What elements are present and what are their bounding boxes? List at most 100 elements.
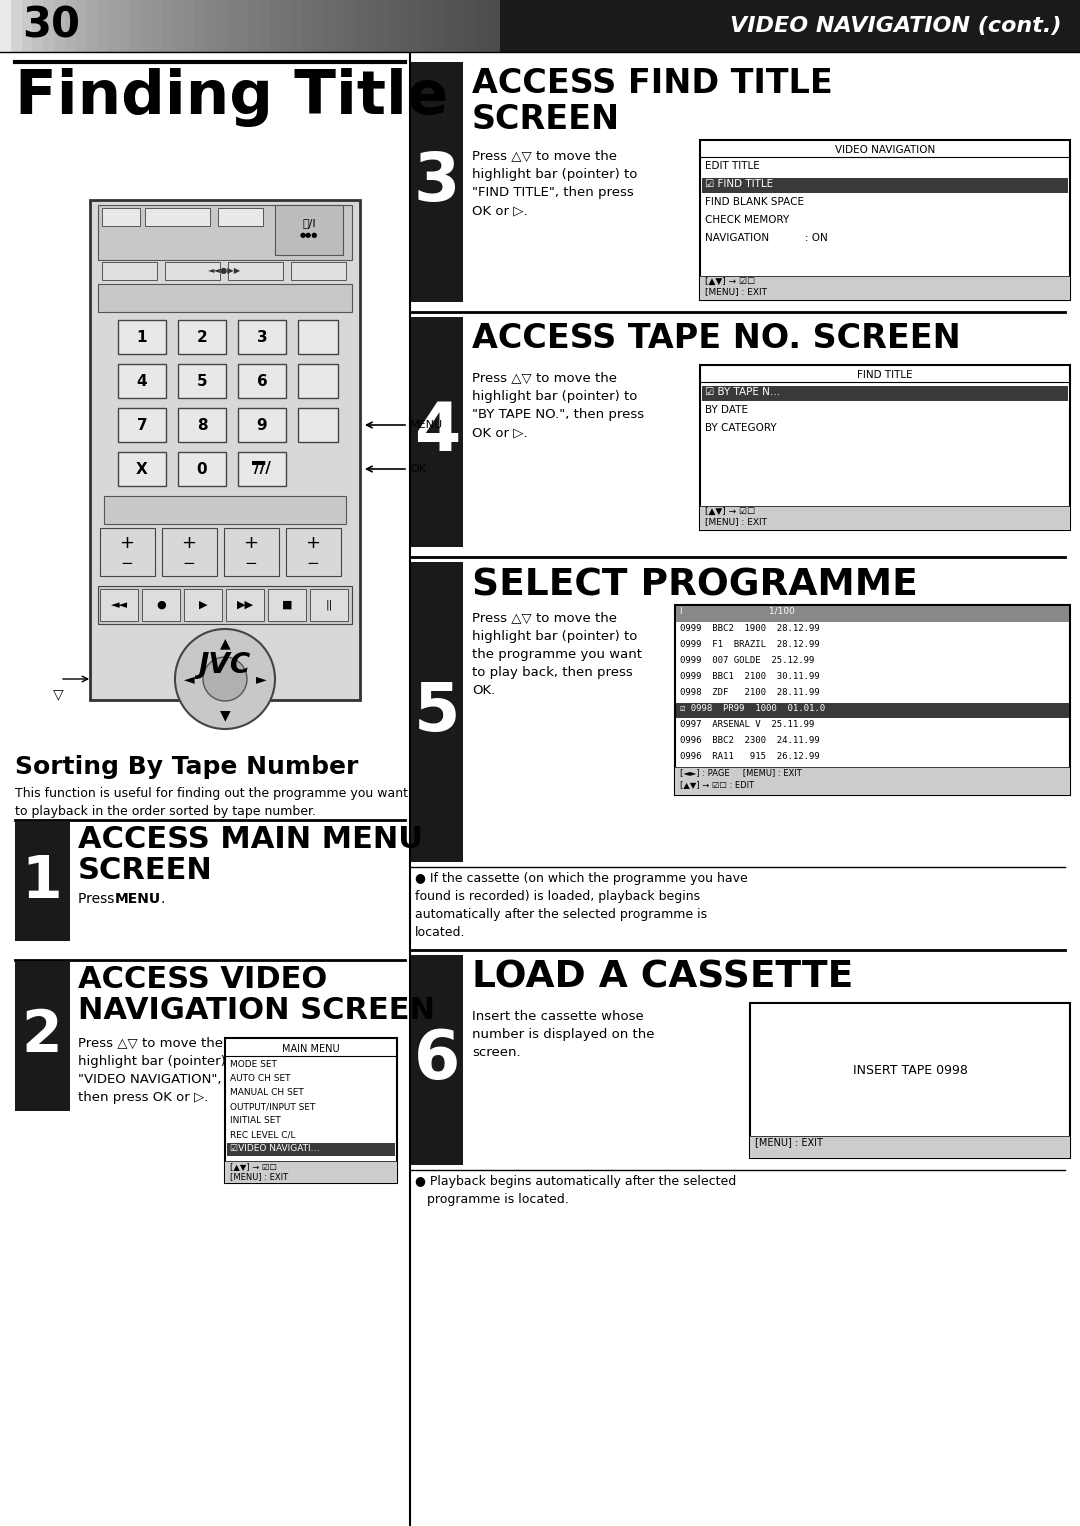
Circle shape — [203, 658, 247, 700]
Bar — [767, 0, 780, 52]
Text: [◄►] : PAGE     [MEMU] : EXIT: [◄►] : PAGE [MEMU] : EXIT — [680, 768, 801, 777]
Text: INITIAL SET: INITIAL SET — [230, 1116, 281, 1125]
Bar — [702, 179, 1068, 192]
Text: ☑VIDEO NAVIGATI…: ☑VIDEO NAVIGATI… — [230, 1144, 320, 1154]
Text: VIDEO NAVIGATION (cont.): VIDEO NAVIGATION (cont.) — [730, 15, 1062, 37]
Text: +: + — [181, 534, 197, 552]
Text: SELECT PROGRAMME: SELECT PROGRAMME — [472, 568, 918, 603]
Text: −: − — [183, 557, 195, 572]
Bar — [324, 0, 337, 52]
Bar — [907, 0, 920, 52]
Text: 1: 1 — [22, 853, 63, 909]
Bar — [298, 365, 338, 398]
Text: [MENU] : EXIT: [MENU] : EXIT — [705, 287, 767, 296]
Bar — [875, 0, 888, 52]
Bar — [551, 0, 564, 52]
Bar — [411, 317, 463, 546]
Bar — [298, 407, 338, 443]
Text: 3: 3 — [414, 150, 460, 215]
Text: 0996  RA11   915  26.12.99: 0996 RA11 915 26.12.99 — [680, 752, 820, 761]
Bar — [745, 0, 758, 52]
Text: ACCESS FIND TITLE
SCREEN: ACCESS FIND TITLE SCREEN — [472, 67, 833, 136]
Text: +: + — [306, 534, 321, 552]
Bar — [734, 0, 747, 52]
Bar — [500, 0, 1080, 52]
Text: +: + — [120, 534, 135, 552]
Bar — [750, 1003, 1070, 1158]
Bar — [228, 262, 283, 279]
Bar — [432, 0, 445, 52]
Bar — [226, 589, 264, 621]
Bar — [205, 0, 218, 52]
Text: [MENU] : EXIT: [MENU] : EXIT — [755, 1137, 823, 1148]
Text: ●: ● — [157, 600, 166, 610]
Bar — [178, 320, 226, 354]
Bar — [238, 407, 286, 443]
Text: 2: 2 — [22, 1007, 63, 1065]
Bar — [475, 0, 488, 52]
Bar — [1026, 0, 1039, 52]
Bar — [65, 0, 78, 52]
Bar — [788, 0, 801, 52]
Bar — [378, 0, 391, 52]
Bar — [356, 0, 369, 52]
Bar — [950, 0, 963, 52]
Text: INSERT TAPE 0998: INSERT TAPE 0998 — [852, 1064, 968, 1076]
Text: OUTPUT/INPUT SET: OUTPUT/INPUT SET — [230, 1102, 315, 1111]
Text: ▼: ▼ — [219, 708, 230, 722]
Bar — [165, 262, 220, 279]
Bar — [151, 0, 164, 52]
Text: I                              1/100: I 1/100 — [680, 607, 795, 617]
Bar — [702, 0, 715, 52]
Text: Insert the cassette whose
number is displayed on the
screen.: Insert the cassette whose number is disp… — [472, 1010, 654, 1059]
Text: /̿/̿/: /̿/̿/ — [254, 461, 270, 476]
Bar — [281, 0, 294, 52]
Bar — [1015, 0, 1028, 52]
Text: FIND TITLE: FIND TITLE — [858, 369, 913, 380]
Text: 0999  F1  BRAZIL  28.12.99: 0999 F1 BRAZIL 28.12.99 — [680, 639, 820, 649]
Text: 5: 5 — [197, 374, 207, 389]
Bar — [238, 320, 286, 354]
Bar — [799, 0, 812, 52]
Bar — [659, 0, 672, 52]
Bar — [411, 63, 463, 302]
Text: ◄: ◄ — [184, 671, 194, 687]
Bar — [540, 0, 553, 52]
Text: MENU: MENU — [410, 420, 443, 430]
Text: ACCESS MAIN MENU
SCREEN: ACCESS MAIN MENU SCREEN — [78, 826, 423, 885]
Bar — [238, 365, 286, 398]
Bar — [810, 0, 823, 52]
Text: 0999  007 GOLDE  25.12.99: 0999 007 GOLDE 25.12.99 — [680, 656, 814, 665]
Text: ▲: ▲ — [219, 636, 230, 650]
Text: .: . — [160, 893, 164, 906]
Text: 4: 4 — [137, 374, 147, 389]
Bar — [11, 0, 24, 52]
Bar — [194, 0, 207, 52]
Bar — [886, 0, 899, 52]
Bar — [1004, 0, 1017, 52]
Bar — [15, 821, 70, 942]
Bar — [410, 0, 423, 52]
Text: 7: 7 — [137, 418, 147, 432]
Bar — [32, 0, 45, 52]
Text: 0999  BBC1  2100  30.11.99: 0999 BBC1 2100 30.11.99 — [680, 671, 820, 681]
Bar — [335, 0, 348, 52]
Text: ●●●: ●●● — [300, 232, 319, 238]
Bar — [248, 0, 261, 52]
Bar — [178, 407, 226, 443]
Bar — [713, 0, 726, 52]
Bar — [108, 0, 121, 52]
Bar — [162, 0, 175, 52]
Text: LOAD A CASSETTE: LOAD A CASSETTE — [472, 960, 853, 996]
Bar — [676, 703, 1069, 719]
Bar — [0, 0, 13, 52]
Text: [▲▼] → ☑☐: [▲▼] → ☑☐ — [230, 1161, 276, 1170]
Text: 2: 2 — [197, 330, 207, 345]
Bar — [670, 0, 683, 52]
Bar — [184, 589, 222, 621]
Bar — [961, 0, 974, 52]
Bar — [173, 0, 186, 52]
Text: 30: 30 — [22, 5, 80, 47]
Bar — [298, 320, 338, 354]
Bar — [443, 0, 456, 52]
